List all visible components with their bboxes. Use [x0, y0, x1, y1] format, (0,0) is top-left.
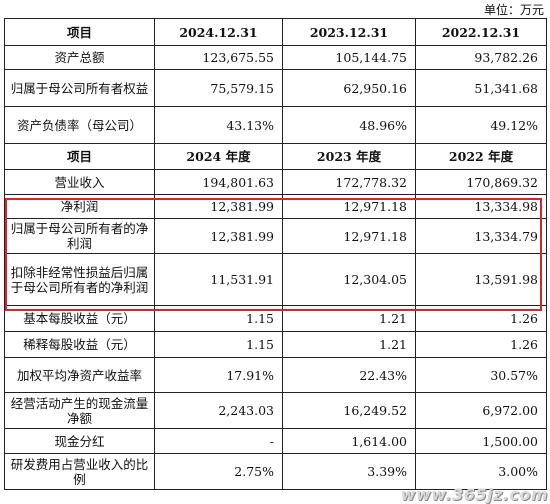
- row-label: 经营活动产生的现金流量净额: [4, 392, 155, 429]
- cell-value: 1.15: [154, 305, 283, 332]
- cell-value: -: [154, 428, 283, 454]
- cell-value: 75,579.15: [154, 69, 283, 107]
- cell-value: 93,782.26: [415, 45, 547, 70]
- row-label: 研发费用占营业收入的比例: [4, 453, 155, 490]
- header-2022: 2022.12.31: [415, 18, 547, 46]
- table-row: 稀释每股收益（元） 1.15 1.21 1.26: [4, 331, 547, 358]
- cell-value: 1.15: [154, 331, 283, 358]
- row-label: 资产总额: [4, 45, 155, 70]
- cell-value: 22.43%: [282, 357, 416, 393]
- cell-value: 43.13%: [154, 106, 283, 144]
- header-row-income: 项目 2024 年度 2023 年度 2022 年度: [4, 143, 547, 170]
- header-2022: 2022 年度: [415, 143, 547, 170]
- row-label: 资产负债率（母公司）: [4, 106, 155, 144]
- table-row: 资产总额 123,675.55 105,144.75 93,782.26: [4, 45, 547, 70]
- cell-value: 3.39%: [282, 453, 416, 490]
- cell-value: 194,801.63: [154, 169, 283, 195]
- table-row: 研发费用占营业收入的比例 2.75% 3.39% 3.00%: [4, 453, 547, 490]
- cell-value: 1.26: [415, 331, 547, 358]
- cell-value: 3.00%: [415, 453, 547, 490]
- table-row: 归属于母公司所有者的净利润 12,381.99 12,971.18 13,334…: [4, 218, 547, 254]
- table-row: 现金分红 - 1,614.00 1,500.00: [4, 428, 547, 454]
- table-row: 营业收入 194,801.63 172,778.32 170,869.32: [4, 169, 547, 195]
- row-label: 基本每股收益（元）: [4, 305, 155, 332]
- row-label: 归属于母公司所有者权益: [4, 69, 155, 107]
- cell-value: 1.21: [282, 305, 416, 332]
- cell-value: 2.75%: [154, 453, 283, 490]
- cell-value: 13,334.98: [415, 194, 547, 219]
- header-2023: 2023.12.31: [282, 18, 416, 46]
- table-row: 归属于母公司所有者权益 75,579.15 62,950.16 51,341.6…: [4, 69, 547, 107]
- table-row: 扣除非经常性损益后归属于母公司所有者的净利润 11,531.91 12,304.…: [4, 253, 547, 306]
- cell-value: 13,334.79: [415, 218, 547, 254]
- unit-label: 单位：万元: [483, 3, 544, 17]
- header-2024: 2024.12.31: [154, 18, 283, 46]
- cell-value: 17.91%: [154, 357, 283, 393]
- header-2024: 2024 年度: [154, 143, 283, 170]
- cell-value: 12,381.99: [154, 218, 283, 254]
- table-row: 基本每股收益（元） 1.15 1.21 1.26: [4, 305, 547, 332]
- row-label: 营业收入: [4, 169, 155, 195]
- cell-value: 51,341.68: [415, 69, 547, 107]
- cell-value: 30.57%: [415, 357, 547, 393]
- row-label: 稀释每股收益（元）: [4, 331, 155, 358]
- table-row: 净利润 12,381.99 12,971.18 13,334.98: [4, 194, 547, 219]
- cell-value: 49.12%: [415, 106, 547, 144]
- cell-value: 13,591.98: [415, 253, 547, 306]
- cell-value: 62,950.16: [282, 69, 416, 107]
- cell-value: 12,971.18: [282, 194, 416, 219]
- cell-value: 16,249.52: [282, 392, 416, 429]
- cell-value: 1,500.00: [415, 428, 547, 454]
- cell-value: 105,144.75: [282, 45, 416, 70]
- cell-value: 1.21: [282, 331, 416, 358]
- row-label: 归属于母公司所有者的净利润: [4, 218, 155, 254]
- header-item: 项目: [4, 18, 155, 46]
- cell-value: 2,243.03: [154, 392, 283, 429]
- header-2023: 2023 年度: [282, 143, 416, 170]
- row-label: 净利润: [4, 194, 155, 219]
- cell-value: 172,778.32: [282, 169, 416, 195]
- row-label: 现金分红: [4, 428, 155, 454]
- cell-value: 1,614.00: [282, 428, 416, 454]
- watermark: www.365jz.com: [400, 485, 548, 504]
- table-row: 资产负债率（母公司） 43.13% 48.96% 49.12%: [4, 106, 547, 144]
- cell-value: 6,972.00: [415, 392, 547, 429]
- table-row: 加权平均净资产收益率 17.91% 22.43% 30.57%: [4, 357, 547, 393]
- header-item: 项目: [4, 143, 155, 170]
- cell-value: 48.96%: [282, 106, 416, 144]
- header-row-balance: 项目 2024.12.31 2023.12.31 2022.12.31: [4, 18, 547, 46]
- cell-value: 123,675.55: [154, 45, 283, 70]
- cell-value: 12,971.18: [282, 218, 416, 254]
- cell-value: 12,304.05: [282, 253, 416, 306]
- cell-value: 170,869.32: [415, 169, 547, 195]
- row-label: 加权平均净资产收益率: [4, 357, 155, 393]
- cell-value: 1.26: [415, 305, 547, 332]
- financial-table: 项目 2024.12.31 2023.12.31 2022.12.31 资产总额…: [4, 18, 547, 490]
- cell-value: 11,531.91: [154, 253, 283, 306]
- row-label: 扣除非经常性损益后归属于母公司所有者的净利润: [4, 253, 155, 306]
- cell-value: 12,381.99: [154, 194, 283, 219]
- table-row: 经营活动产生的现金流量净额 2,243.03 16,249.52 6,972.0…: [4, 392, 547, 429]
